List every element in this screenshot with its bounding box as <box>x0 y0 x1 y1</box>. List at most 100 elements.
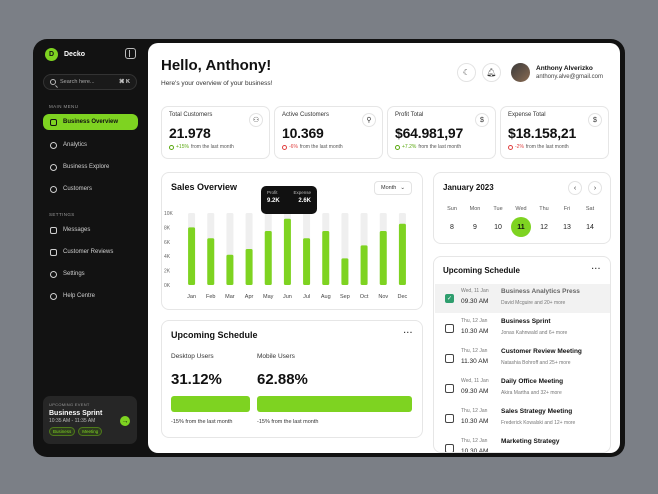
period-dropdown[interactable]: Month ⌄ <box>374 181 412 195</box>
avatar[interactable] <box>511 63 530 82</box>
x-tick-label: Apr <box>245 294 254 300</box>
more-icon[interactable]: ··· <box>591 264 601 273</box>
user-icon: ⚲ <box>362 113 376 127</box>
calendar-date[interactable]: 9 <box>473 223 477 231</box>
sidebar-collapse-icon[interactable] <box>125 48 136 59</box>
bar-profit[interactable] <box>322 231 330 285</box>
sidebar-item-analytics[interactable]: Analytics <box>43 137 138 153</box>
schedule-title: Customer Review Meeting <box>501 348 582 355</box>
event-tag: Business <box>49 427 76 436</box>
stat-value: $64.981,97 <box>395 125 464 141</box>
schedule-item[interactable]: Thu, 12 Jan 10.30 AM Sales Strategy Meetin… <box>435 404 610 433</box>
desktop-bar <box>171 396 250 412</box>
checkbox[interactable] <box>445 354 454 363</box>
checkbox-checked[interactable]: ✓ <box>445 294 454 303</box>
schedule-date: Thu, 12 Jan <box>461 438 488 444</box>
period-value: Month <box>381 185 397 191</box>
app-frame: D Decko Search here... ⌘ K MAIN MENU Bus… <box>33 39 625 457</box>
sidebar-item-business-explore[interactable]: Business Explore <box>43 159 138 175</box>
sidebar-item-label: Settings <box>63 271 85 277</box>
calendar-title: January 2023 <box>443 183 494 192</box>
schedule-time: 10.30 AM <box>461 418 489 425</box>
event-label: UPCOMING EVENT <box>49 402 90 407</box>
stat-value: 21.978 <box>169 125 211 141</box>
search-input[interactable]: Search here... ⌘ K <box>43 74 137 90</box>
mobile-note: -15% from the last month <box>257 419 319 425</box>
bar-profit[interactable] <box>398 223 406 285</box>
sidebar-item-customers[interactable]: Customers <box>43 181 138 197</box>
sidebar-item-customer-reviews[interactable]: Customer Reviews <box>43 244 138 260</box>
explore-icon <box>50 163 57 171</box>
checkbox[interactable] <box>445 324 454 333</box>
mobile-value: 62.88% <box>257 371 308 388</box>
calendar-card: January 2023 ‹ › Sun Mon Tue Wed Thu Fri Sat 8… <box>433 172 611 244</box>
tooltip-expense-value: 2.6K <box>298 198 311 204</box>
schedule-date: Thu, 12 Jan <box>461 408 488 414</box>
bar-profit[interactable] <box>207 238 215 285</box>
bar-profit[interactable] <box>360 245 368 285</box>
y-tick-label: 4K <box>164 254 171 260</box>
trend-down-icon <box>508 144 513 150</box>
bar-profit[interactable] <box>379 231 387 285</box>
sidebar-item-help-centre[interactable]: Help Centre <box>43 288 138 304</box>
bar-profit[interactable] <box>226 254 234 285</box>
trend-up-icon <box>169 144 174 150</box>
schedule-attendees: Akira Martha and 32+ more <box>501 390 562 396</box>
upcoming-event-card[interactable]: UPCOMING EVENT Business Sprint 10:35 AM … <box>43 396 137 444</box>
grid-icon <box>50 118 57 126</box>
calendar-date[interactable]: 14 <box>586 223 594 231</box>
help-icon <box>50 292 57 300</box>
bar-profit[interactable] <box>245 249 253 285</box>
calendar-date[interactable]: 12 <box>540 223 548 231</box>
stat-change: +15% from the last month <box>169 144 262 150</box>
checkbox[interactable] <box>445 444 454 452</box>
calendar-date[interactable]: 10 <box>494 223 502 231</box>
more-icon[interactable]: ··· <box>403 328 413 337</box>
schedule-date: Wed, 11 Jan <box>461 288 489 294</box>
schedule-attendees: David Mcguire and 20+ more <box>501 300 566 306</box>
schedule-item[interactable]: Thu, 12 Jan 10.30 AM Business Sprint Jonas … <box>435 314 610 343</box>
tooltip-expense-label: Expense <box>293 190 311 195</box>
schedule-item[interactable]: Thu, 12 Jan 11.30 AM Customer Review Meeti… <box>435 344 610 373</box>
schedule-title: Daily Office Meeting <box>501 378 564 385</box>
bar-profit[interactable] <box>264 231 272 285</box>
checkbox[interactable] <box>445 384 454 393</box>
x-tick-label: Oct <box>360 294 369 300</box>
sidebar-item-label: Customers <box>63 186 93 192</box>
upcoming-schedule-card: Upcoming Schedule ··· ✓ Wed, 11 Jan 09.30 … <box>433 256 611 453</box>
calendar-weekday: Sun <box>447 206 457 212</box>
calendar-weekday: Thu <box>539 206 549 212</box>
brand[interactable]: D Decko <box>45 48 85 61</box>
checkbox[interactable] <box>445 414 454 423</box>
schedule-item[interactable]: ✓ Wed, 11 Jan 09.30 AM Business Analytics P… <box>435 284 610 313</box>
sidebar-item-business-overview[interactable]: Business Overview <box>43 114 138 130</box>
moon-icon[interactable]: ☾ <box>457 63 476 82</box>
calendar-weekday: Fri <box>563 206 571 212</box>
stat-label: Expense Total <box>508 112 546 118</box>
schedule-title: Sales Strategy Meeting <box>501 408 573 415</box>
chevron-left-icon[interactable]: ‹ <box>568 181 582 195</box>
sidebar-item-messages[interactable]: Messages <box>43 222 138 238</box>
bar-profit[interactable] <box>283 218 291 285</box>
chart-tooltip: Profit Expense 9.2K 2.6K <box>261 186 317 214</box>
chevron-right-icon[interactable]: › <box>588 181 602 195</box>
calendar-date[interactable]: 13 <box>563 223 571 231</box>
calendar-date[interactable]: 11 <box>511 217 531 237</box>
sidebar-item-settings[interactable]: Settings <box>43 266 138 282</box>
bar-profit[interactable] <box>188 227 196 285</box>
bar-profit[interactable] <box>303 238 311 285</box>
trend-up-icon <box>395 144 400 150</box>
calendar-weekday: Sat <box>585 206 595 212</box>
calendar-date[interactable]: 8 <box>450 223 454 231</box>
mobile-label: Mobile Users <box>257 353 295 360</box>
calendar-weekday: Tue <box>493 206 503 212</box>
bell-icon[interactable]: 🔔︎ <box>482 63 501 82</box>
stat-change-value: -2% <box>515 144 524 150</box>
stat-value: 10.369 <box>282 125 324 141</box>
schedule-time: 09.30 AM <box>461 298 489 305</box>
schedule-item[interactable]: Thu, 12 Jan 10.30 AM Marketing Strategy <box>435 434 610 452</box>
bar-profit[interactable] <box>341 258 349 285</box>
stat-label: Active Customers <box>282 112 330 118</box>
arrow-right-icon[interactable]: → <box>120 416 130 426</box>
schedule-item[interactable]: Wed, 11 Jan 09.30 AM Daily Office Meeting A… <box>435 374 610 403</box>
